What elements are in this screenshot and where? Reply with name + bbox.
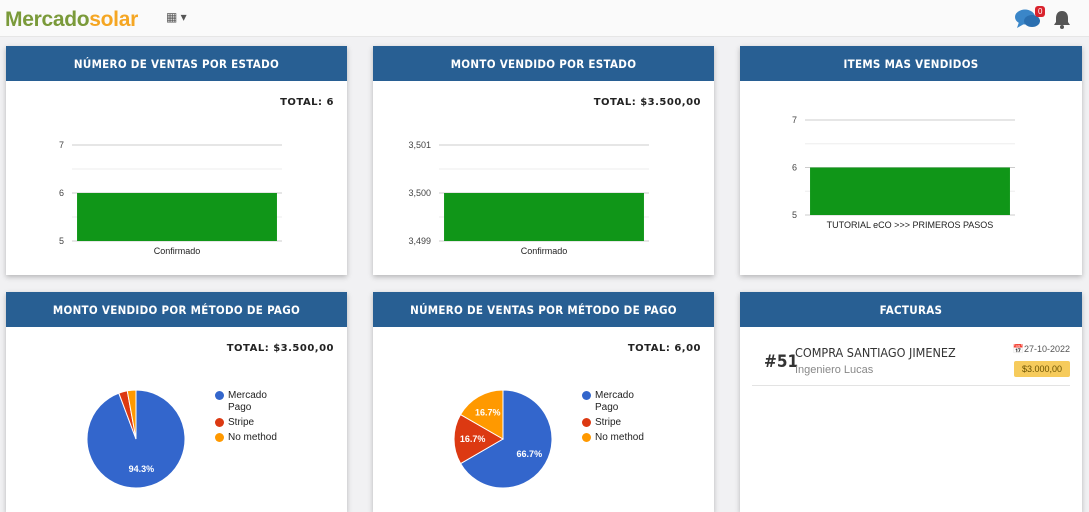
data-label: 94.3%	[129, 464, 155, 474]
legend-item[interactable]: Stripe	[582, 417, 645, 429]
card-title: NÚMERO DE VENTAS POR MÉTODO DE PAGO	[373, 292, 714, 327]
invoice-number: #51	[764, 352, 799, 372]
pie-slice	[453, 413, 504, 465]
data-label: 16.7%	[475, 408, 501, 418]
pie-chart: 94.3%	[86, 389, 186, 489]
bar-chart: 5 6 7 Confirmado	[59, 140, 282, 256]
bar-chart: 3,499 3,500 3,501 Confirmado	[408, 140, 649, 256]
top-bar: Mercadosolar ▦ ▾ 0	[0, 0, 1089, 37]
legend-item[interactable]: Mercado Pago	[582, 390, 645, 414]
data-label: 16.7%	[460, 434, 486, 444]
y-tick-label: 5	[59, 236, 64, 246]
y-tick-label: 5	[792, 210, 797, 220]
bar	[444, 193, 644, 241]
chat-icon[interactable]	[1015, 8, 1041, 30]
pie-slice	[126, 389, 137, 440]
chat-badge: 0	[1035, 6, 1046, 17]
data-label: 66.7%	[517, 449, 543, 459]
x-tick-label: Confirmado	[521, 246, 568, 256]
calendar-icon: 📅	[1012, 344, 1024, 354]
y-tick-label: 6	[792, 163, 797, 173]
legend-item[interactable]: No method	[582, 432, 645, 444]
legend: Mercado Pago Stripe No method	[215, 390, 278, 447]
card-title: FACTURAS	[740, 292, 1082, 327]
card-amount-by-status: MONTO VENDIDO POR ESTADO TOTAL: $3.500,0…	[373, 46, 714, 275]
card-invoices: FACTURAS #51 COMPRA SANTIAGO JIMENEZ Ing…	[740, 292, 1082, 512]
legend-item[interactable]: No method	[215, 432, 278, 444]
legend-item[interactable]: Stripe	[215, 417, 278, 429]
bar	[77, 193, 277, 241]
invoice-date: 📅27-10-2022	[1012, 344, 1070, 354]
card-sales-count-by-payment: NÚMERO DE VENTAS POR MÉTODO DE PAGO TOTA…	[373, 292, 714, 512]
card-title: MONTO VENDIDO POR ESTADO	[373, 46, 714, 81]
y-tick-label: 7	[792, 115, 797, 125]
y-tick-label: 3,500	[408, 188, 431, 198]
invoice-amount-badge: $3.000,00	[1013, 361, 1070, 377]
card-title: NÚMERO DE VENTAS POR ESTADO	[6, 46, 347, 81]
bell-icon[interactable]	[1052, 9, 1072, 29]
bar-chart: 5 6 7 TUTORIAL eCO >>> PRIMEROS PASOS	[792, 115, 1015, 230]
pie-chart: 66.7% 16.7% 16.7%	[453, 389, 553, 489]
pie-slice	[86, 389, 186, 489]
apps-menu-button[interactable]: ▦ ▾	[166, 10, 187, 24]
logo[interactable]: Mercadosolar	[5, 8, 138, 31]
card-title: MONTO VENDIDO POR MÉTODO DE PAGO	[6, 292, 347, 327]
total-label: TOTAL: $3.500,00	[593, 97, 701, 108]
total-label: TOTAL: 6	[280, 97, 334, 108]
card-top-items: ITEMS MAS VENDIDOS 5 6 7 TUTORIAL eCO >>> P…	[740, 46, 1082, 275]
x-tick-label: Confirmado	[154, 246, 201, 256]
card-amount-by-payment: MONTO VENDIDO POR MÉTODO DE PAGO TOTAL: …	[6, 292, 347, 512]
x-tick-label: TUTORIAL eCO >>> PRIMEROS PASOS	[827, 220, 994, 230]
card-title: ITEMS MAS VENDIDOS	[740, 46, 1082, 81]
invoice-title: COMPRA SANTIAGO JIMENEZ	[795, 345, 956, 360]
total-label: TOTAL: $3.500,00	[226, 343, 334, 354]
bar	[810, 167, 1010, 215]
legend-item[interactable]: Mercado Pago	[215, 390, 278, 414]
legend: Mercado Pago Stripe No method	[582, 390, 645, 447]
invoice-item[interactable]: #51 COMPRA SANTIAGO JIMENEZ Ingeniero Lu…	[752, 344, 1070, 386]
card-sales-count-by-status: NÚMERO DE VENTAS POR ESTADO TOTAL: 6 5 6 7…	[6, 46, 347, 275]
y-tick-label: 3,501	[408, 140, 431, 150]
y-tick-label: 3,499	[408, 236, 431, 246]
invoice-subtitle: Ingeniero Lucas	[795, 364, 874, 376]
total-label: TOTAL: 6,00	[627, 343, 701, 354]
pie-slice	[459, 389, 504, 440]
y-tick-label: 6	[59, 188, 64, 198]
pie-slice	[459, 389, 553, 489]
y-tick-label: 7	[59, 140, 64, 150]
